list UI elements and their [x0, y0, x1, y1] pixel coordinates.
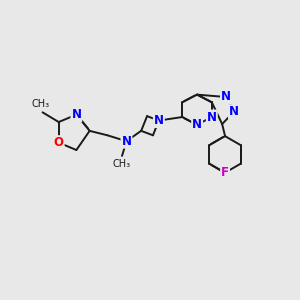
Text: F: F [221, 166, 229, 179]
Text: N: N [221, 91, 231, 103]
Text: O: O [54, 136, 64, 149]
Text: CH₃: CH₃ [113, 159, 131, 170]
Text: N: N [71, 108, 81, 121]
Text: N: N [229, 105, 239, 118]
Text: N: N [207, 110, 217, 124]
Text: CH₃: CH₃ [31, 99, 49, 109]
Text: N: N [154, 114, 164, 127]
Text: N: N [192, 118, 202, 131]
Text: N: N [122, 135, 131, 148]
